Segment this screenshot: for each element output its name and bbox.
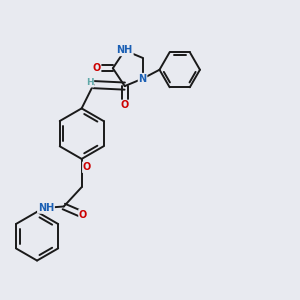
Text: NH: NH bbox=[38, 203, 54, 213]
Text: O: O bbox=[79, 210, 87, 220]
Text: O: O bbox=[83, 162, 91, 172]
Text: O: O bbox=[121, 100, 129, 110]
Text: H: H bbox=[86, 78, 94, 87]
Text: O: O bbox=[92, 63, 101, 73]
Text: NH: NH bbox=[117, 45, 133, 56]
Text: N: N bbox=[139, 74, 147, 84]
